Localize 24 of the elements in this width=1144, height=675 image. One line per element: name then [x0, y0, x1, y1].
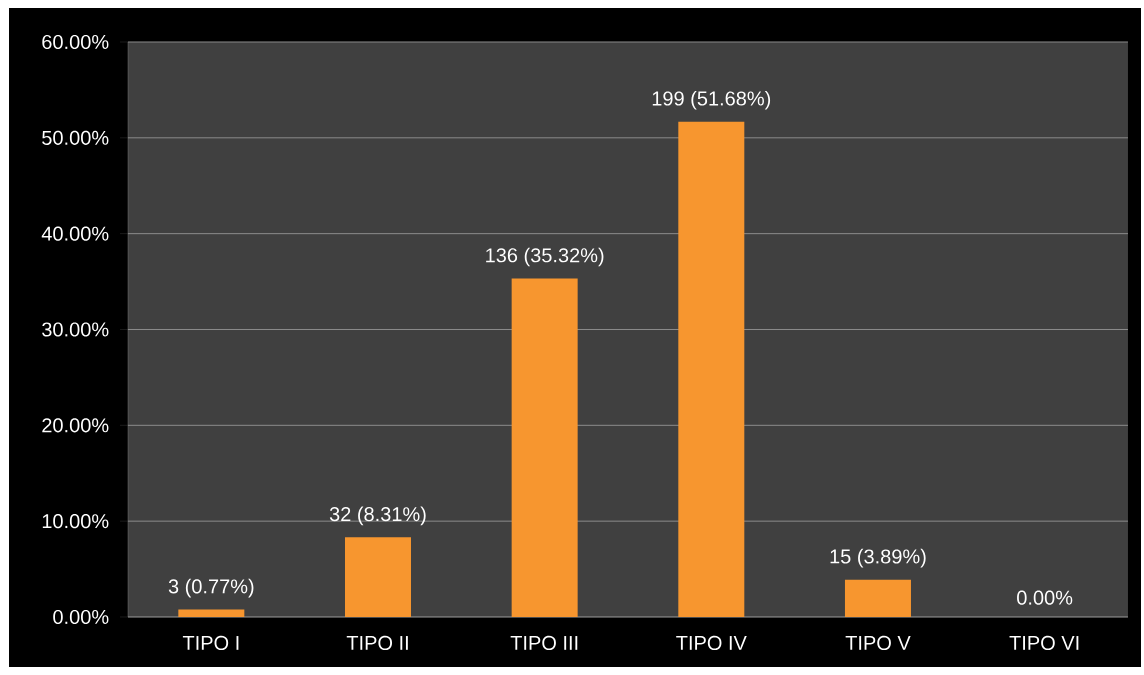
y-tick-label: 40.00% — [41, 226, 109, 241]
data-label: 0.00% — [1017, 590, 1073, 605]
y-tick-label: 20.00% — [42, 418, 109, 433]
data-label: 3 (0.77%) — [168, 578, 254, 598]
x-tick-label: TIPO V — [845, 635, 911, 651]
bar — [178, 609, 245, 617]
y-tick-label: 50.00% — [42, 130, 109, 145]
y-tick-label: 60.00% — [42, 34, 109, 50]
bar — [844, 579, 911, 617]
x-tick-label: TIPO IV — [676, 635, 747, 651]
data-label: 15 (3.89%) — [830, 548, 926, 568]
bar — [678, 121, 745, 617]
data-label: 136 (35.32%) — [486, 247, 604, 267]
bar — [345, 537, 411, 617]
x-tick-label: TIPO II — [346, 635, 408, 651]
x-tick-label: TIPO I — [182, 635, 239, 651]
data-label: 199 (51.68%) — [652, 90, 771, 110]
x-tick-label: TIPO III — [510, 635, 578, 651]
y-tick-label: 0.00% — [53, 609, 109, 625]
y-tick-label: 30.00% — [42, 322, 109, 337]
data-label: 32 (8.31%) — [329, 506, 426, 526]
x-tick-label: TIPO VI — [1009, 635, 1079, 651]
bar — [511, 278, 578, 617]
y-tick-label: 10.00% — [42, 514, 109, 529]
